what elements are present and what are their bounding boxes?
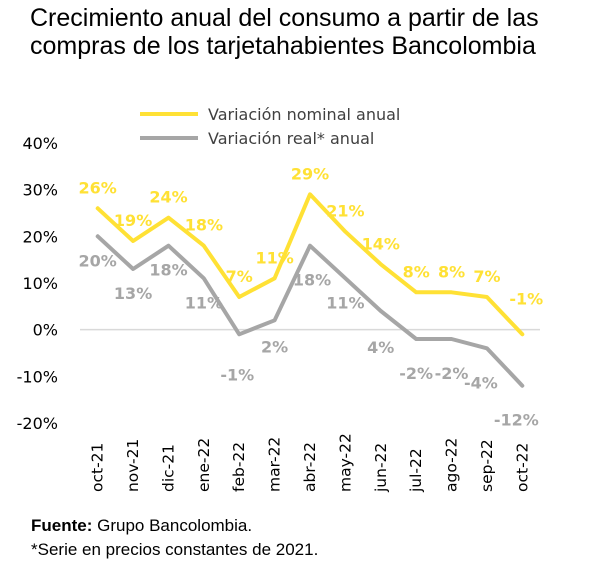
y-tick-label: -20% <box>17 414 58 433</box>
data-label-nominal: 18% <box>185 216 223 235</box>
data-label-nominal: 8% <box>403 262 430 281</box>
y-tick-label: 40% <box>22 134 58 153</box>
x-tick-label: nov-21 <box>124 439 142 492</box>
y-tick-label: 30% <box>22 181 58 200</box>
data-label-nominal: 21% <box>326 202 364 221</box>
x-axis: oct-21 nov-21 dic-21 ene-22 feb-22 mar-22 abr-… <box>89 433 532 493</box>
data-label-nominal: 11% <box>255 248 293 267</box>
x-tick-label: oct-22 <box>513 443 531 492</box>
source-line: Fuente: Grupo Bancolombia. <box>31 514 318 538</box>
x-tick-label: mar-22 <box>266 437 284 492</box>
data-label-real: 11% <box>326 293 364 312</box>
data-label-real: -2% <box>435 364 469 383</box>
data-label-real: -12% <box>494 411 539 430</box>
x-tick-label: sep-22 <box>478 439 496 492</box>
legend: Variación nominal anual Variación real* … <box>140 102 400 150</box>
data-label-real: -4% <box>464 373 498 392</box>
line-chart: -20% -10% 0% 10% 20% 30% 40% oct-21 nov-21 dic-2… <box>17 134 544 493</box>
data-label-nominal: 14% <box>362 234 400 253</box>
x-tick-label: may-22 <box>336 433 354 492</box>
x-tick-label: feb-22 <box>230 442 248 492</box>
data-label-nominal: 29% <box>291 164 329 183</box>
x-tick-label: dic-21 <box>159 444 177 492</box>
legend-label-nominal: Variación nominal anual <box>208 104 401 124</box>
data-label-real: 18% <box>149 261 187 280</box>
series-line-real <box>95 234 525 388</box>
data-label-real: 4% <box>367 338 394 357</box>
data-label-real: 2% <box>261 337 288 356</box>
data-label-real: -1% <box>220 365 254 384</box>
source-label: Fuente: <box>31 516 93 535</box>
y-tick-label: 20% <box>22 227 58 246</box>
y-tick-label: -10% <box>17 367 58 386</box>
data-label-nominal: 24% <box>149 188 187 207</box>
chart-title: Crecimiento anual del consumo a partir d… <box>30 4 539 60</box>
x-tick-label: jun-22 <box>372 443 390 493</box>
x-tick-label: abr-22 <box>301 442 319 492</box>
data-label-nominal: 26% <box>79 178 117 197</box>
data-label-nominal: 19% <box>114 211 152 230</box>
x-tick-label: ene-22 <box>195 438 213 492</box>
legend-swatch-nominal <box>140 112 198 116</box>
y-tick-label: 10% <box>22 274 58 293</box>
data-label-real: 18% <box>293 271 331 290</box>
source-text: Grupo Bancolombia. <box>92 516 253 535</box>
data-label-nominal: 8% <box>438 262 465 281</box>
footnote: *Serie en precios constantes de 2021. <box>31 540 319 559</box>
legend-swatch-real <box>140 136 198 140</box>
data-label-nominal: 7% <box>473 267 500 286</box>
data-labels: 26%19%24%18%7%11%29%21%14%8% 8% 7%-1%20%13… <box>79 164 544 429</box>
data-label-nominal: 7% <box>226 267 253 286</box>
data-label-real: 20% <box>79 251 117 270</box>
legend-item-real: Variación real* anual <box>140 126 400 150</box>
series-lines <box>95 192 525 388</box>
x-tick-label: oct-21 <box>89 443 107 492</box>
series-line-nominal <box>95 192 525 337</box>
y-tick-label: 0% <box>33 321 58 340</box>
footer: Fuente: Grupo Bancolombia. *Serie en pre… <box>31 514 318 562</box>
data-label-real: 13% <box>114 284 152 303</box>
legend-item-nominal: Variación nominal anual <box>140 102 400 126</box>
x-tick-label: ago-22 <box>443 438 461 492</box>
x-tick-label: jul-22 <box>407 448 425 493</box>
legend-label-real: Variación real* anual <box>208 128 375 148</box>
data-label-real: 11% <box>185 293 223 312</box>
data-label-nominal: -1% <box>509 289 543 308</box>
data-label-real: -2% <box>399 364 433 383</box>
y-axis: -20% -10% 0% 10% 20% 30% 40% <box>17 134 58 433</box>
